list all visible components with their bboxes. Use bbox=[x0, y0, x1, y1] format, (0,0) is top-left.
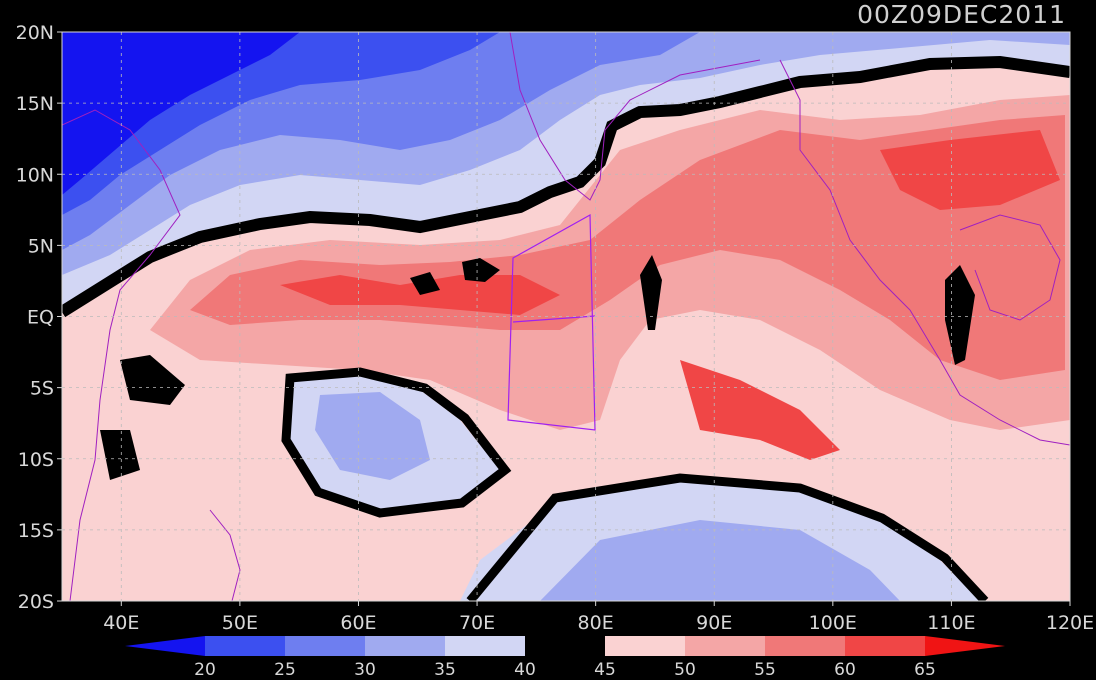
lon-tick-label: 70E bbox=[459, 612, 495, 634]
lat-tick-label: 5N bbox=[28, 235, 54, 257]
colorbar-segment bbox=[205, 636, 286, 656]
field-region-high-55 bbox=[190, 115, 1065, 380]
coastline bbox=[62, 32, 1070, 601]
colorbar: 20 25 30 35 40 45 50 55 60 65 bbox=[125, 636, 1005, 680]
colorbar-label: 45 bbox=[594, 660, 616, 680]
lat-tick-label: 10S bbox=[18, 449, 54, 471]
lon-tick-label: 40E bbox=[103, 612, 139, 634]
field-black-patch-west bbox=[100, 355, 185, 480]
colorbar-segment bbox=[525, 636, 606, 656]
lat-tick-label: 5S bbox=[30, 378, 54, 400]
colorbar-label: 55 bbox=[754, 660, 776, 680]
colorbar-arrow-high bbox=[925, 636, 1005, 656]
colorbar-label: 30 bbox=[354, 660, 376, 680]
lon-tick-label: 50E bbox=[222, 612, 258, 634]
colorbar-segment bbox=[445, 636, 526, 656]
colorbar-segment bbox=[605, 636, 686, 656]
colorbar-label: 50 bbox=[674, 660, 696, 680]
axis-labels: 40E 50E 60E 70E 80E 90E 100E 110E 120E 20N 15N 10N 5… bbox=[16, 22, 1095, 634]
colorbar-label: 25 bbox=[274, 660, 296, 680]
field-black-band-south bbox=[281, 367, 512, 518]
field-region-south-mid bbox=[315, 392, 900, 601]
lon-tick-label: 90E bbox=[696, 612, 732, 634]
lon-tick-label: 110E bbox=[927, 612, 975, 634]
lon-tick-label: 100E bbox=[809, 612, 857, 634]
plot-area bbox=[62, 32, 1070, 601]
grid-lines bbox=[62, 32, 1070, 601]
colorbar-label: 35 bbox=[434, 660, 456, 680]
field-black-patch-1 bbox=[410, 255, 975, 365]
colorbar-label: 60 bbox=[834, 660, 856, 680]
colorbar-label: 20 bbox=[194, 660, 216, 680]
colorbar-segment bbox=[845, 636, 926, 656]
lat-tick-label: 20N bbox=[16, 22, 54, 44]
colorbar-label: 65 bbox=[914, 660, 936, 680]
colorbar-arrow-low bbox=[125, 636, 205, 656]
lat-tick-label: 10N bbox=[16, 164, 54, 186]
lat-tick-label: 15S bbox=[18, 520, 54, 542]
lon-tick-label: 120E bbox=[1046, 612, 1094, 634]
field-region-high-60 bbox=[280, 130, 1060, 460]
lon-tick-label: 80E bbox=[578, 612, 614, 634]
field-black-band-south-2 bbox=[466, 473, 989, 601]
colorbar-segment bbox=[285, 636, 366, 656]
lon-tick-label: 60E bbox=[340, 612, 376, 634]
colorbar-segment bbox=[765, 636, 846, 656]
analysis-box bbox=[507, 213, 596, 431]
colorbar-label: 40 bbox=[514, 660, 536, 680]
lat-tick-label: 15N bbox=[16, 93, 54, 115]
timestamp-title: 00Z09DEC2011 bbox=[857, 0, 1066, 29]
field-region-north-core bbox=[62, 32, 300, 195]
colorbar-segment bbox=[685, 636, 766, 656]
lat-tick-label: 20S bbox=[18, 591, 54, 613]
lat-tick-label: EQ bbox=[27, 307, 54, 329]
colorbar-segment bbox=[365, 636, 446, 656]
